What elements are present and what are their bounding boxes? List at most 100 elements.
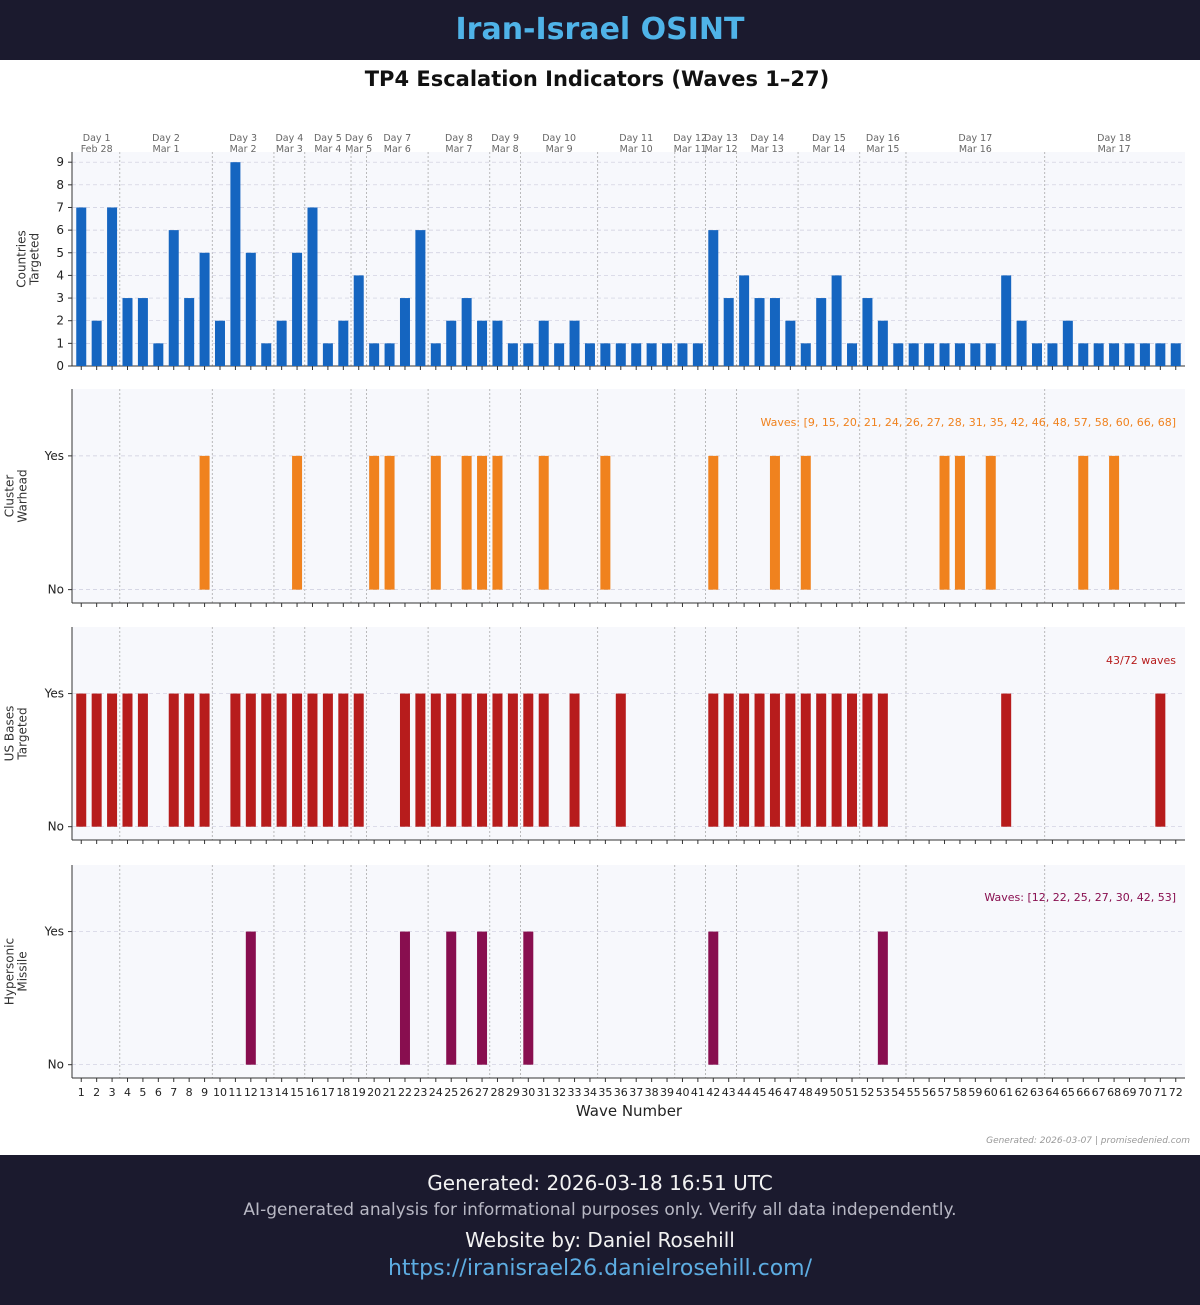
bar	[153, 343, 164, 366]
bar	[353, 693, 364, 827]
bar	[261, 693, 272, 827]
bar	[708, 230, 719, 366]
bar	[91, 693, 102, 827]
x-tick-label: 16	[305, 1086, 319, 1099]
x-tick-label: 49	[814, 1086, 828, 1099]
bar	[831, 275, 842, 366]
bar	[677, 343, 688, 366]
bar	[137, 298, 148, 366]
bar	[1001, 275, 1012, 366]
day-label: Day 6	[345, 133, 373, 144]
x-tick-label: 47	[783, 1086, 797, 1099]
bar	[307, 207, 318, 366]
x-tick-label: 46	[768, 1086, 782, 1099]
y-tick-label: Yes	[44, 687, 64, 701]
bar	[415, 230, 426, 366]
x-tick-label: 45	[753, 1086, 767, 1099]
bar	[384, 455, 395, 590]
annotation: 43/72 waves	[1106, 654, 1176, 667]
bar	[122, 693, 133, 827]
bar	[708, 693, 719, 827]
x-tick-label: 58	[953, 1086, 967, 1099]
day-date: Mar 16	[959, 144, 992, 155]
x-tick-label: 51	[845, 1086, 859, 1099]
bar	[91, 320, 102, 366]
day-date: Mar 14	[812, 144, 845, 155]
bar	[877, 320, 888, 366]
y-axis-label-line: US Bases	[3, 706, 17, 762]
bar	[245, 693, 256, 827]
bar	[245, 252, 256, 366]
y-tick-label: 1	[56, 336, 64, 350]
bar	[1124, 343, 1135, 366]
bar	[122, 298, 133, 366]
figure: TP4 Escalation Indicators (Waves 1–27) W…	[3, 67, 1191, 1146]
day-label: Day 11	[619, 133, 653, 144]
x-tick-label: 68	[1107, 1086, 1121, 1099]
figure-title: TP4 Escalation Indicators (Waves 1–27)	[365, 67, 830, 91]
bar	[831, 693, 842, 827]
x-tick-label: 23	[413, 1086, 427, 1099]
x-tick-label: 1	[78, 1086, 85, 1099]
bar	[446, 320, 457, 366]
x-tick-label: 32	[552, 1086, 566, 1099]
y-axis-label-line: Countries	[15, 230, 29, 288]
day-label: Day 4	[275, 133, 303, 144]
bar	[1078, 343, 1089, 366]
bar	[507, 343, 518, 366]
x-tick-label: 56	[922, 1086, 936, 1099]
y-axis-label: HypersonicMissile	[3, 938, 30, 1005]
x-tick-label: 3	[109, 1086, 116, 1099]
y-axis-label: US BasesTargeted	[3, 706, 30, 762]
x-tick-label: 59	[968, 1086, 982, 1099]
bar	[276, 320, 287, 366]
bar	[76, 693, 87, 827]
bar	[430, 455, 441, 590]
website-link[interactable]: https://iranisrael26.danielrosehill.com/	[387, 1256, 812, 1281]
annotation: Waves: [9, 15, 20, 21, 24, 26, 27, 28, 3…	[760, 416, 1176, 429]
bar	[739, 275, 750, 366]
disclaimer: AI-generated analysis for informational …	[243, 1200, 957, 1220]
bar	[769, 455, 780, 590]
bar	[322, 693, 333, 827]
x-tick-label: 17	[321, 1086, 335, 1099]
bar	[230, 162, 241, 366]
bar	[184, 298, 195, 366]
bar	[754, 298, 765, 366]
x-tick-label: 67	[1092, 1086, 1106, 1099]
day-label: Day 8	[445, 133, 473, 144]
bar	[322, 343, 333, 366]
x-tick-label: 8	[186, 1086, 193, 1099]
x-tick-label: 38	[645, 1086, 659, 1099]
x-tick-label: 40	[675, 1086, 689, 1099]
y-axis-label-line: Missile	[16, 951, 30, 991]
x-tick-label: 72	[1169, 1086, 1183, 1099]
bar	[615, 693, 626, 827]
day-date: Mar 3	[276, 144, 303, 155]
x-tick-label: 24	[429, 1086, 443, 1099]
bar	[338, 320, 349, 366]
y-tick-label: 5	[56, 246, 64, 260]
bar	[1001, 693, 1012, 827]
bar	[538, 693, 549, 827]
bar	[137, 693, 148, 827]
bar	[939, 343, 950, 366]
day-label: Day 15	[812, 133, 846, 144]
y-tick-label: 9	[56, 155, 64, 169]
bar	[199, 455, 210, 590]
bar	[569, 320, 580, 366]
credit: Website by: Daniel Rosehill	[465, 1228, 735, 1252]
bar	[723, 693, 734, 827]
bar	[631, 343, 642, 366]
bar	[1032, 343, 1043, 366]
bar	[399, 298, 410, 366]
x-tick-label: 6	[155, 1086, 162, 1099]
x-tick-label: 20	[367, 1086, 381, 1099]
bar	[615, 343, 626, 366]
bar	[523, 931, 534, 1065]
day-label: Day 10	[542, 133, 576, 144]
bar	[446, 931, 457, 1065]
x-tick-label: 25	[444, 1086, 458, 1099]
bar	[507, 693, 518, 827]
x-tick-label: 22	[398, 1086, 412, 1099]
